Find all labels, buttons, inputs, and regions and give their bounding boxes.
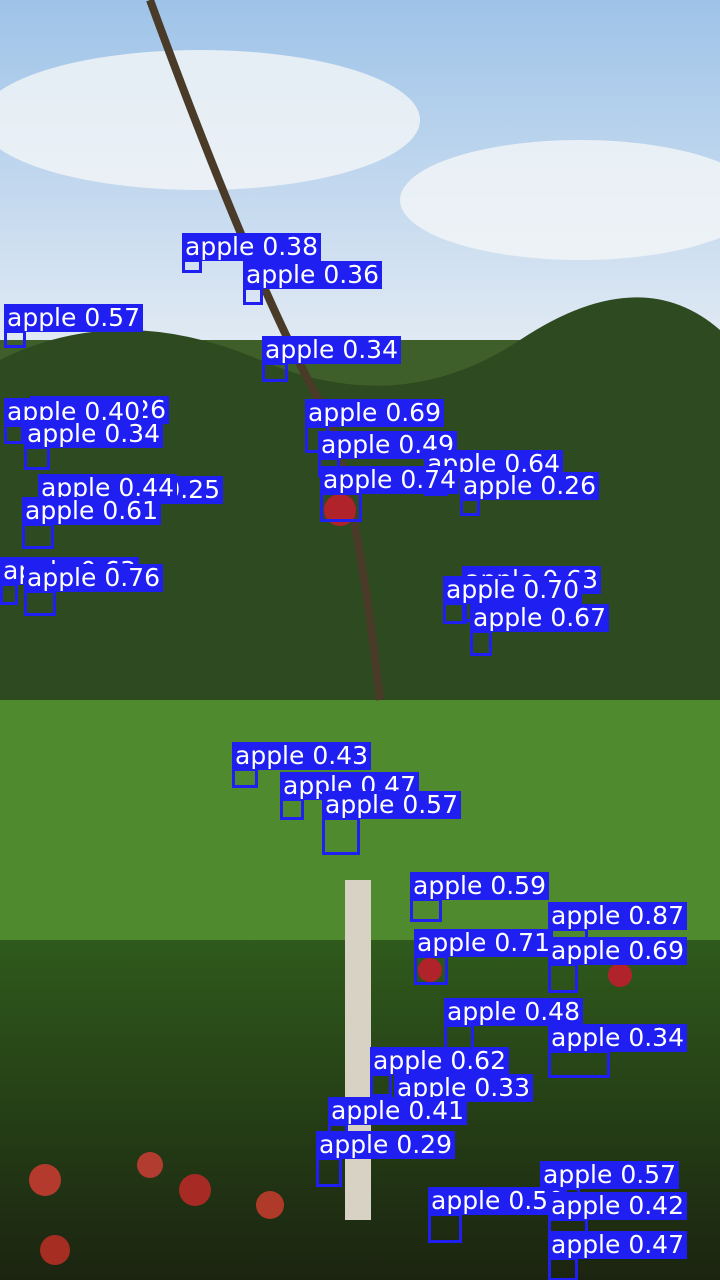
detection-label: apple 0.34 [24, 420, 163, 448]
detection-box [548, 963, 578, 993]
detection-box [182, 259, 202, 273]
detection-label: apple 0.69 [548, 937, 687, 965]
detection-label: apple 0.57 [4, 304, 143, 332]
detection-label: apple 0.61 [22, 497, 161, 525]
detection-label: apple 0.62 [370, 1047, 509, 1075]
detection-box [316, 1157, 342, 1187]
detection-label: apple 0.76 [24, 564, 163, 592]
detection-label: apple 0.57 [540, 1161, 679, 1189]
detection-label: apple 0.38 [182, 233, 321, 261]
detection-label: apple 0.33 [394, 1074, 533, 1102]
detection-label: apple 0.67 [470, 604, 609, 632]
detection-box [322, 817, 360, 855]
detection-box [280, 798, 304, 820]
detection-label: apple 0.43 [232, 742, 371, 770]
detection-label: apple 0.29 [316, 1131, 455, 1159]
detection-box [414, 955, 448, 985]
detection-label: apple 0.87 [548, 902, 687, 930]
detection-label: apple 0.41 [328, 1097, 467, 1125]
detection-label: apple 0.50 [428, 1187, 567, 1215]
detection-box [428, 1213, 462, 1243]
detection-label: apple 0.34 [262, 336, 401, 364]
detection-box [410, 898, 442, 922]
detection-box [460, 498, 480, 516]
detection-label: apple 0.42 [548, 1192, 687, 1220]
detection-box [24, 446, 50, 470]
detection-label: apple 0.74 [320, 466, 459, 494]
detection-box [548, 1257, 578, 1280]
detection-box [0, 583, 18, 605]
detection-box [24, 590, 56, 616]
detection-box [22, 523, 54, 549]
detection-box [443, 602, 467, 624]
detection-box [320, 492, 362, 522]
detection-box [4, 330, 26, 348]
detection-box [548, 1050, 610, 1078]
detection-label: apple 0.36 [243, 261, 382, 289]
detection-label: apple 0.59 [410, 872, 549, 900]
detection-label: apple 0.70 [443, 576, 582, 604]
detection-box [243, 287, 263, 305]
detection-box [4, 424, 24, 444]
detection-label: apple 0.26 [460, 472, 599, 500]
detection-box [262, 362, 288, 382]
detection-label: apple 0.71 [414, 929, 553, 957]
detection-box [370, 1073, 392, 1097]
detection-label: apple 0.69 [305, 399, 444, 427]
detection-label: apple 0.57 [322, 791, 461, 819]
detection-box [232, 768, 258, 788]
detection-label: apple 0.34 [548, 1024, 687, 1052]
detection-label: apple 0.47 [548, 1231, 687, 1259]
detection-box [470, 630, 492, 656]
detection-label: apple 0.48 [444, 998, 583, 1026]
